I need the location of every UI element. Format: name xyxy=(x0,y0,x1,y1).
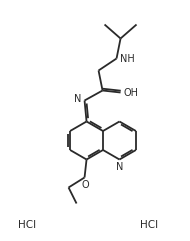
Text: NH: NH xyxy=(120,54,134,63)
Text: OH: OH xyxy=(124,87,139,98)
Text: N: N xyxy=(74,94,82,105)
Text: HCl: HCl xyxy=(140,220,158,230)
Text: N: N xyxy=(116,161,123,172)
Text: HCl: HCl xyxy=(18,220,36,230)
Text: O: O xyxy=(82,180,89,189)
